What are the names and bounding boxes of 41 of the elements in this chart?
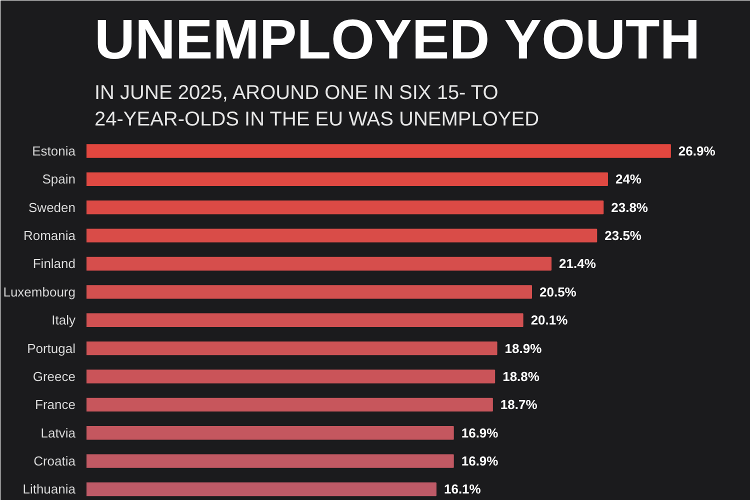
bar (86, 341, 498, 356)
y-tick-label: Portugal (27, 340, 76, 356)
bar (86, 426, 454, 440)
bar (86, 285, 532, 299)
data-label: 23.5% (604, 228, 642, 244)
y-tick-label: Luxembourg (3, 284, 76, 300)
bar (86, 370, 496, 384)
data-label: 20.1% (530, 312, 568, 328)
data-label: 20.5% (540, 284, 577, 300)
data-label: 18.8% (502, 368, 540, 384)
y-tick-label: Lithuania (22, 482, 76, 497)
chart-subtitle: IN JUNE 2025, AROUND ONE IN SIX 15- TO 24-YEAR-OLDS IN THE EU WAS UNEMPLOYED (94, 82, 540, 130)
chart-title: UNEMPLOYED YOUTH (94, 8, 700, 70)
y-tick-label: Sweden (28, 200, 76, 215)
bar (86, 398, 493, 412)
bar (86, 256, 552, 271)
data-label: 18.7% (500, 397, 538, 412)
y-tick-label: Italy (52, 312, 76, 328)
data-label: 16.9% (461, 425, 499, 440)
data-label: 26.9% (678, 144, 716, 158)
y-tick-label: France (35, 397, 76, 412)
bar (86, 144, 671, 158)
y-tick-label: Greece (32, 368, 76, 384)
bar (86, 313, 524, 327)
y-tick-label: Spain (42, 172, 76, 187)
bar (86, 482, 436, 496)
bar (86, 228, 598, 242)
y-tick-label: Romania (23, 228, 76, 244)
bar (86, 200, 604, 214)
y-tick-label: Finland (32, 256, 76, 272)
data-label: 21.4% (559, 256, 596, 272)
data-label: 23.8% (611, 200, 648, 215)
data-label: 16.1% (444, 482, 482, 497)
y-tick-label: Estonia (32, 144, 76, 158)
data-label: 16.9% (461, 454, 499, 469)
data-label: 24% (615, 172, 642, 187)
data-label: 18.9% (504, 340, 542, 356)
y-tick-label: Latvia (40, 425, 76, 440)
y-tick-label: Croatia (34, 454, 76, 469)
bar (86, 454, 454, 468)
bar (86, 172, 608, 186)
